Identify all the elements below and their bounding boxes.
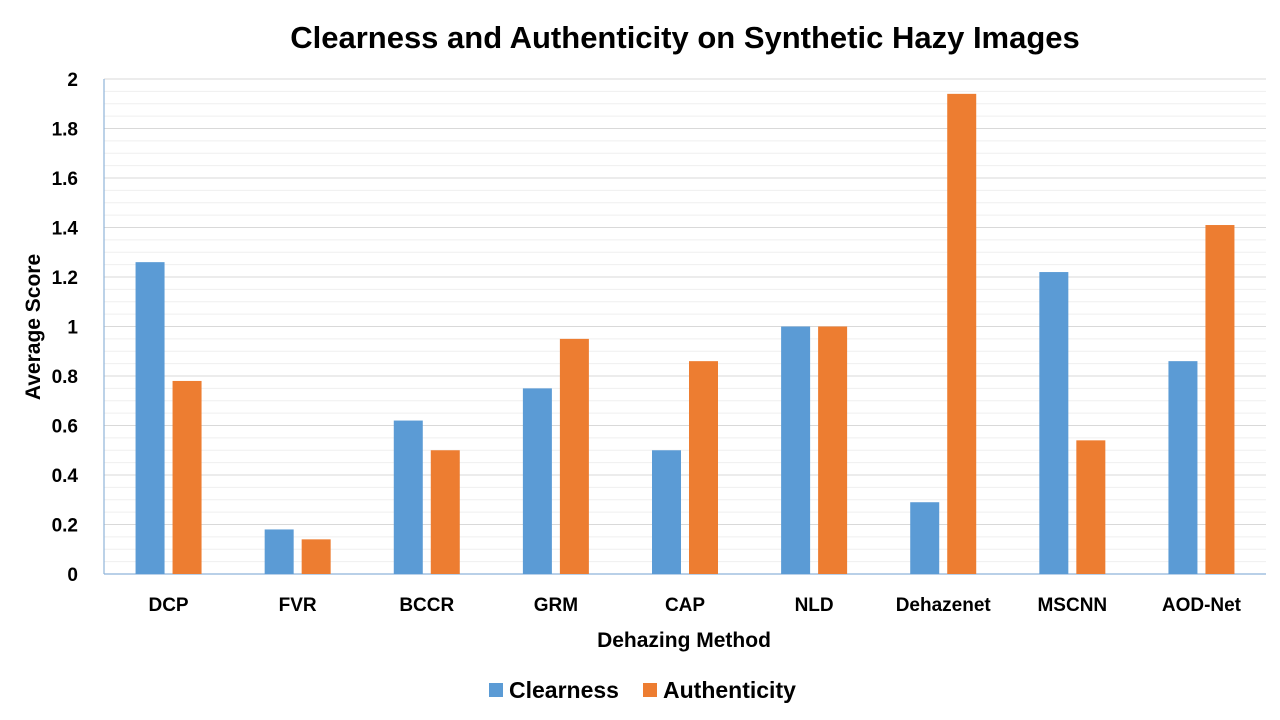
bar-authenticity-mscnn — [1076, 440, 1106, 574]
x-tick-label: MSCNN — [1037, 595, 1107, 616]
y-tick-label: 0.2 — [52, 516, 78, 537]
bar-authenticity-dehazenet — [947, 93, 977, 574]
bar-authenticity-fvr — [301, 539, 331, 574]
legend-swatch-authenticity — [643, 683, 657, 697]
legend-label-clearness: Clearness — [509, 677, 619, 703]
y-tick-label: 1.4 — [52, 219, 79, 240]
bar-clearness-fvr — [264, 529, 294, 574]
gridlines — [104, 78, 1266, 575]
bar-authenticity-aod-net — [1205, 225, 1235, 574]
bar-clearness-grm — [522, 388, 552, 574]
y-tick-label: 0.6 — [52, 417, 78, 438]
x-tick-label: BCCR — [399, 595, 454, 616]
y-tick-label: 0 — [67, 565, 78, 586]
bar-clearness-cap — [652, 450, 681, 574]
x-tick-label: CAP — [665, 595, 705, 616]
bar-clearness-bccr — [393, 420, 423, 574]
y-axis-title: Average Score — [22, 254, 45, 400]
x-axis-title: Dehazing Method — [597, 629, 771, 652]
y-tick-label: 1 — [67, 318, 78, 339]
bar-authenticity-dcp — [172, 380, 202, 574]
y-tick-label: 0.4 — [52, 466, 79, 487]
x-tick-label: FVR — [279, 595, 317, 616]
y-tick-labels: 0 0.2 0.4 0.6 0.8 1 1.2 1.4 1.6 1.8 2 — [52, 70, 79, 586]
legend-label-authenticity: Authenticity — [663, 677, 796, 703]
legend-swatch-clearness — [489, 683, 503, 697]
y-tick-label: 2 — [67, 70, 78, 91]
x-tick-label: AOD-Net — [1162, 595, 1242, 616]
y-tick-label: 1.2 — [52, 268, 78, 289]
bar-clearness-dcp — [135, 262, 165, 574]
chart-title: Clearness and Authenticity on Synthetic … — [290, 20, 1080, 55]
bar-clearness-dehazenet — [910, 502, 940, 574]
x-tick-label: GRM — [534, 595, 578, 616]
legend: Clearness Authenticity — [489, 677, 796, 703]
y-tick-label: 1.6 — [52, 169, 78, 190]
x-tick-labels: DCP FVR BCCR GRM CAP NLD Dehazenet MSCNN AOD-Net — [148, 595, 1241, 616]
bars — [135, 93, 1235, 574]
bar-authenticity-cap — [689, 361, 718, 574]
y-tick-label: 1.8 — [52, 120, 78, 141]
y-tick-label: 0.8 — [52, 367, 78, 388]
x-tick-label: Dehazenet — [896, 595, 992, 616]
axes — [103, 79, 1266, 575]
x-tick-label: NLD — [795, 595, 834, 616]
bar-authenticity-nld — [818, 326, 848, 574]
x-tick-label: DCP — [148, 595, 188, 616]
bar-clearness-aod-net — [1168, 361, 1198, 574]
bar-clearness-mscnn — [1039, 272, 1069, 574]
bar-authenticity-grm — [559, 338, 589, 574]
bar-clearness-nld — [781, 326, 811, 574]
bar-authenticity-bccr — [430, 450, 460, 574]
